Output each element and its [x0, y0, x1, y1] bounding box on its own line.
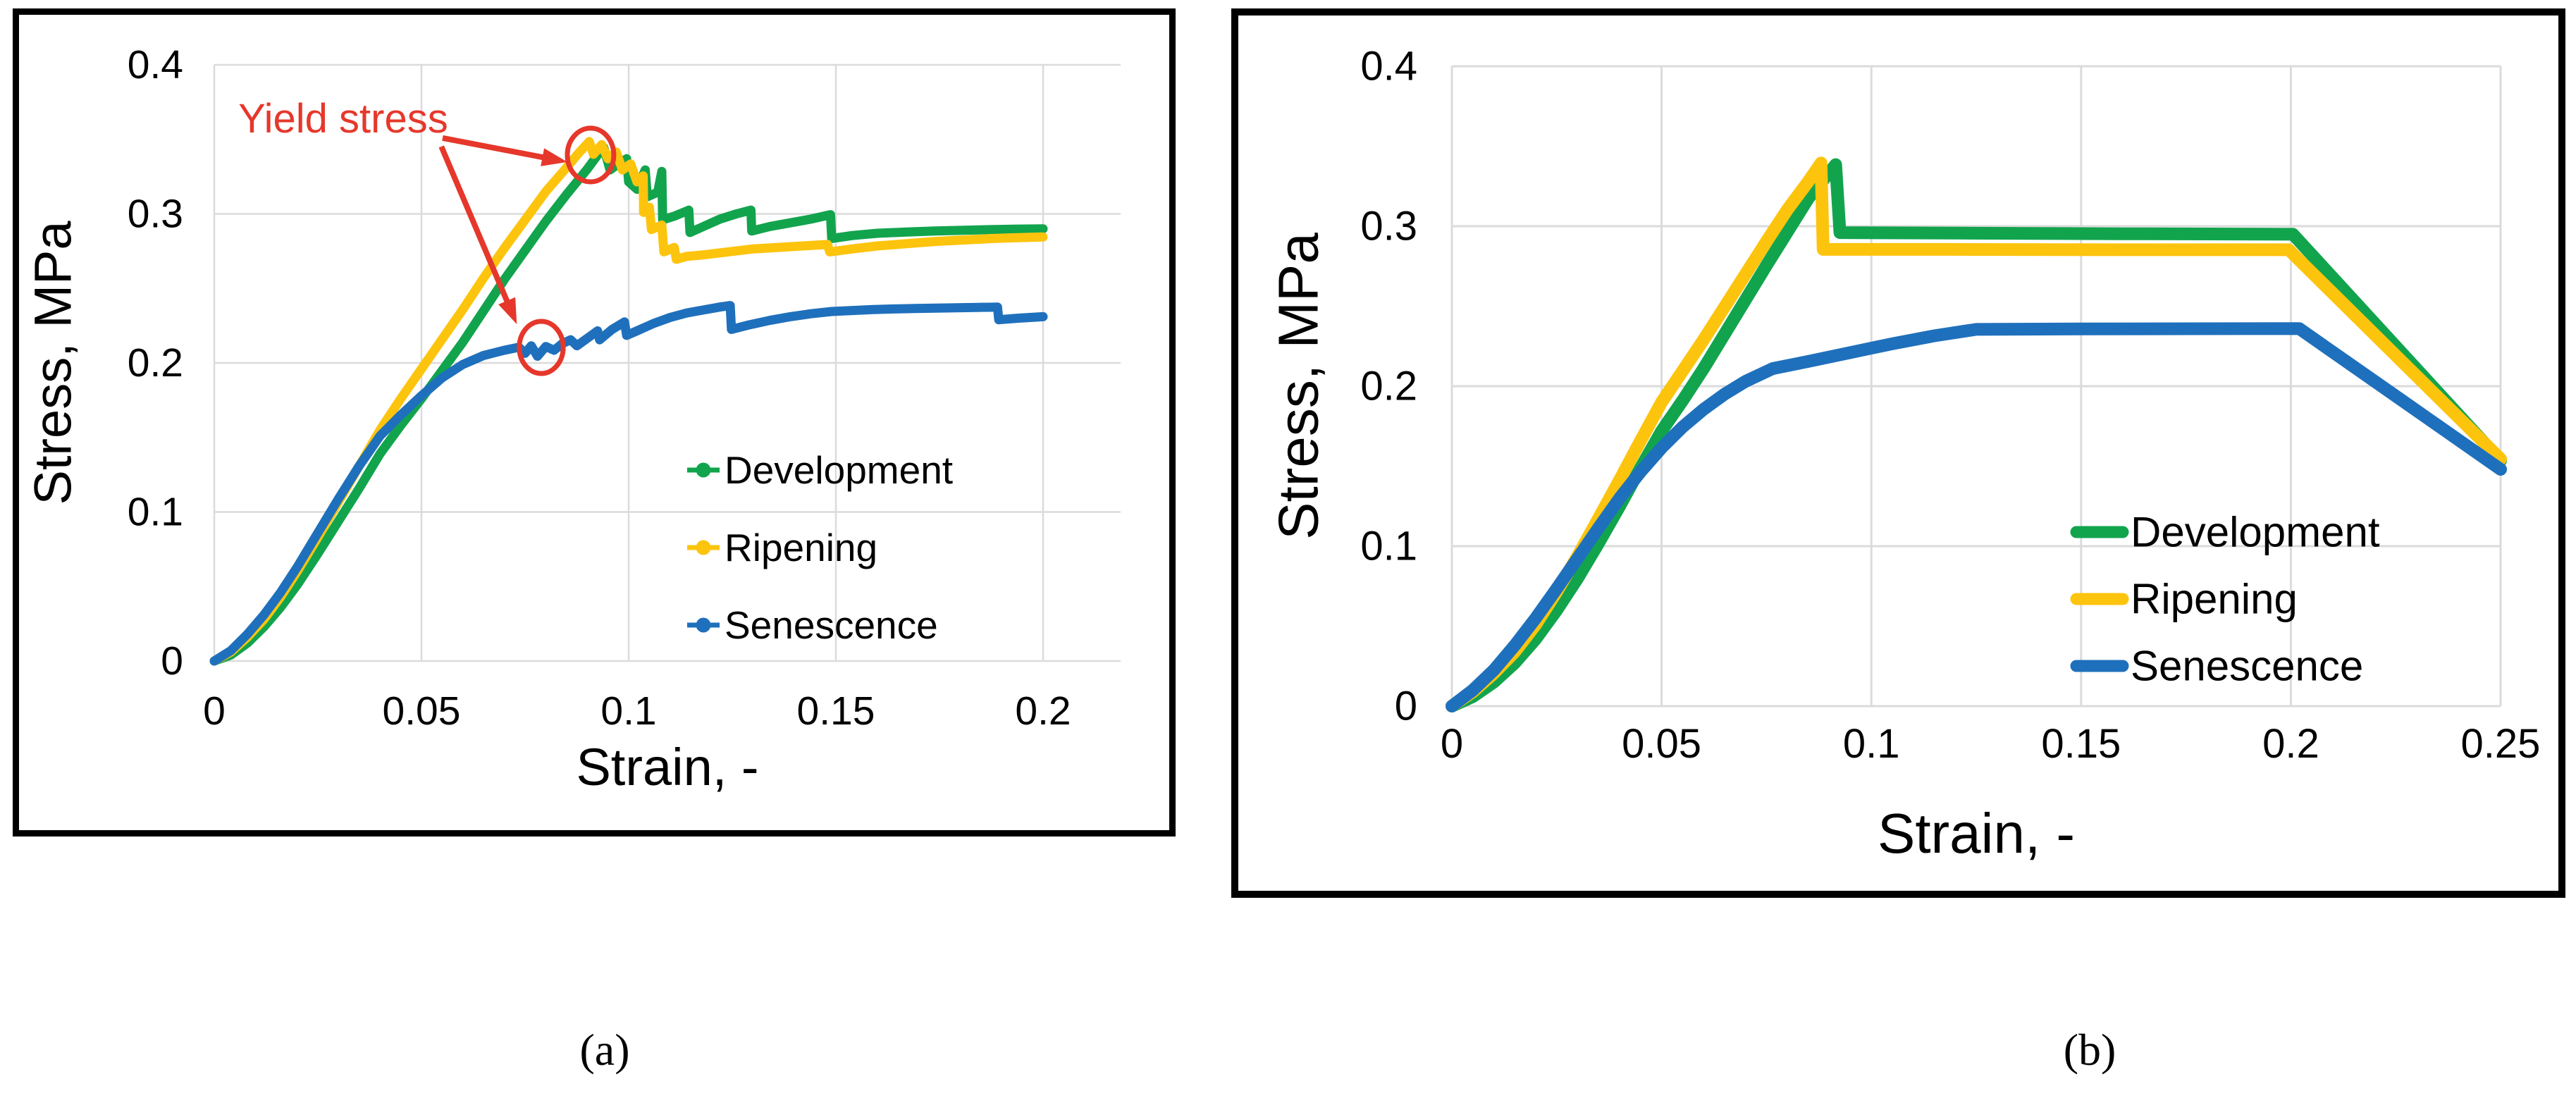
legend-label-development: Development	[725, 448, 953, 492]
y-tick-label: 0.3	[1360, 204, 1417, 249]
x-tick-label: 0.15	[797, 689, 875, 734]
y-tick-label: 0.1	[128, 490, 183, 535]
y-axis-title: Stress, MPa	[24, 221, 82, 505]
x-tick-label: 0	[203, 689, 226, 734]
stress-strain-chart-a-panel: Development Ripening Senescence Yield stres…	[13, 8, 1176, 837]
y-tick-label: 0	[1395, 684, 1417, 729]
x-tick-label: 0.05	[1622, 721, 1701, 767]
y-tick-label: 0.3	[128, 192, 183, 237]
legend-label-development: Development	[2131, 509, 2380, 556]
x-tick-label: 0.1	[1843, 721, 1900, 767]
y-tick-label: 0.4	[1360, 44, 1417, 89]
legend-marker-dot-development	[696, 462, 711, 478]
arrowhead	[498, 297, 517, 325]
y-tick-label: 0.4	[128, 42, 183, 87]
stress-strain-chart-b-panel: Development Ripening Senescence 0 0.1 0.2 0.3 0…	[1231, 8, 2565, 898]
yield-stress-label: Yield stress	[238, 96, 448, 142]
arrowhead	[541, 148, 567, 166]
x-tick-label: 0	[1441, 721, 1463, 767]
yield-stress-circle	[517, 319, 566, 376]
legend-label-senescence: Senescence	[725, 603, 938, 647]
x-tick-label: 0.05	[383, 689, 461, 734]
x-axis-title: Strain, -	[1878, 802, 2075, 865]
y-axis-title: Stress, MPa	[1267, 233, 1330, 540]
series-ripening-line	[1446, 156, 2507, 712]
panel-border	[13, 8, 1176, 837]
x-tick-label: 0.2	[1015, 689, 1071, 734]
legend-marker-dot-senescence	[696, 617, 711, 633]
caption-b: (b)	[2063, 1025, 2116, 1075]
x-tick-label: 0.15	[2041, 721, 2121, 767]
x-tick-label: 0.1	[600, 689, 656, 734]
x-axis-title: Strain, -	[576, 738, 758, 796]
y-tick-label: 0.1	[1360, 524, 1417, 569]
y-tick-label: 0.2	[1360, 364, 1417, 409]
legend-label-senescence: Senescence	[2131, 643, 2363, 690]
chart-a-svg: Development Ripening Senescence Yield stres…	[13, 8, 1176, 837]
yield-stress-circle	[565, 125, 617, 185]
legend-label-ripening: Ripening	[2131, 576, 2298, 623]
y-tick-label: 0.2	[128, 340, 183, 385]
x-tick-label: 0.25	[2461, 721, 2541, 767]
x-tick-label: 0.2	[2262, 721, 2319, 767]
caption-a: (a)	[579, 1025, 630, 1075]
chart-b-svg: Development Ripening Senescence 0 0.1 0.2 0.3 0…	[1231, 8, 2565, 898]
legend-marker-dot-ripening	[696, 540, 711, 555]
series-senescence-line	[209, 301, 1048, 666]
y-tick-label: 0	[161, 638, 183, 684]
legend-label-ripening: Ripening	[725, 526, 877, 569]
panel-border	[1231, 8, 2565, 898]
series-development-line	[209, 142, 1048, 666]
yield-stress-arrow	[438, 145, 512, 309]
series-senescence-line	[1446, 322, 2507, 712]
series-development-line	[1446, 158, 2507, 712]
yield-stress-arrow	[442, 135, 550, 161]
